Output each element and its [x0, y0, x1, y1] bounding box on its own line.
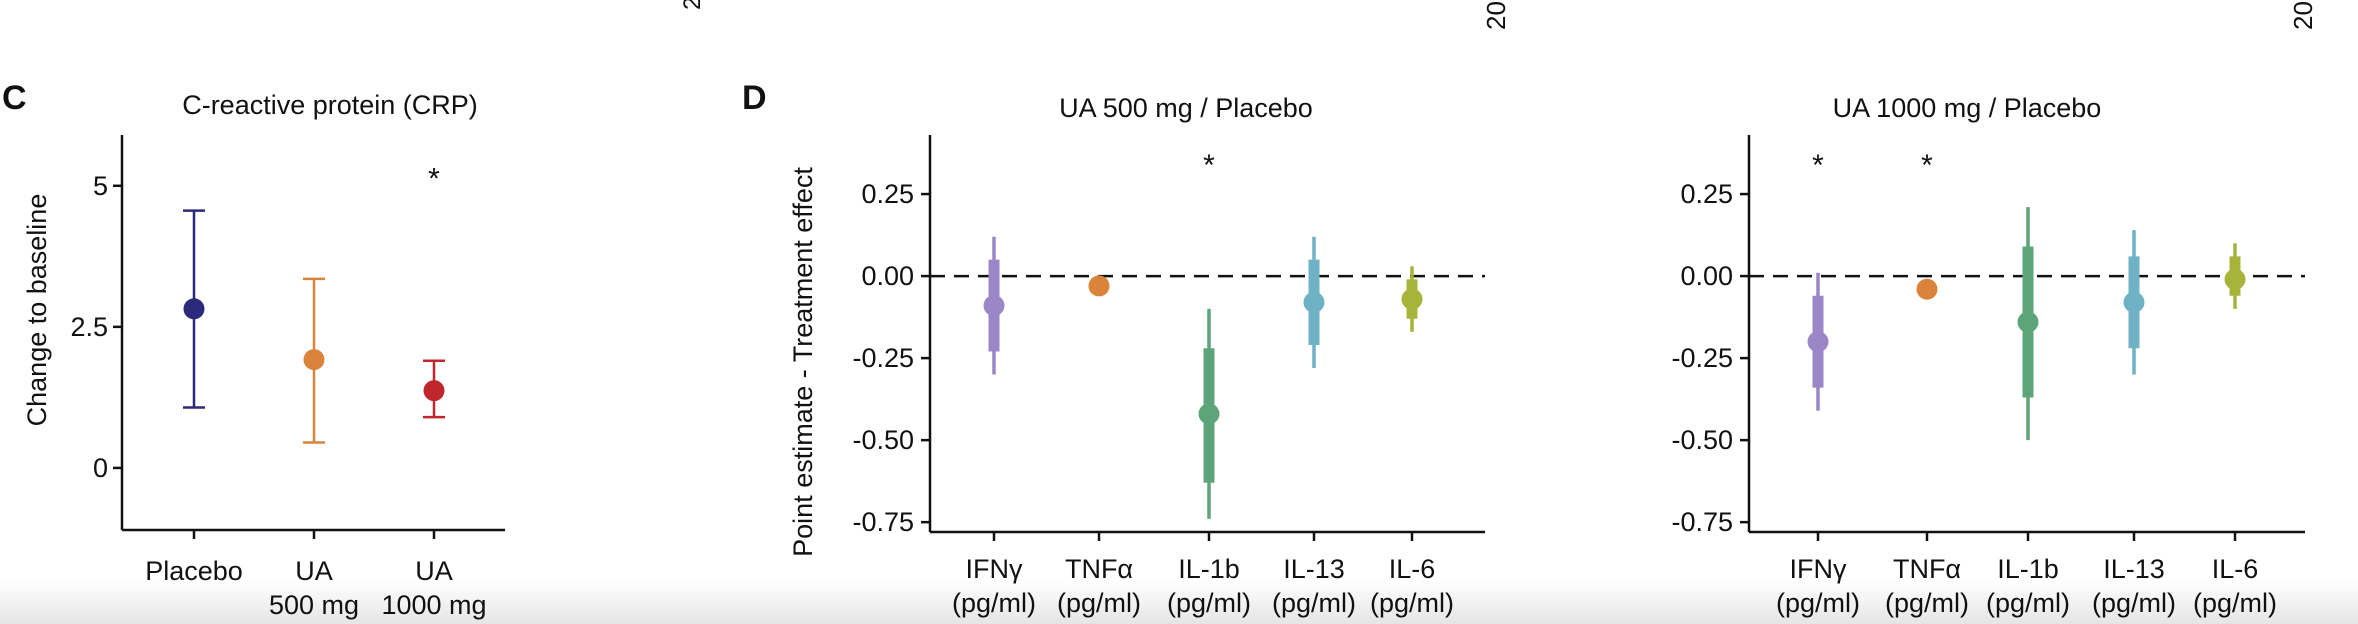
top-fragment-2: 20: [1481, 1, 1511, 30]
point-estimate: [1088, 275, 1110, 297]
panel-letter-d: D: [742, 79, 767, 117]
point-estimate: [2017, 311, 2039, 333]
x-tick-label: (pg/ml): [1776, 588, 1860, 618]
x-tick-label: (pg/ml): [1986, 588, 2070, 618]
x-tick-label: (pg/ml): [2092, 588, 2176, 618]
y-tick-label: 0.25: [1680, 179, 1733, 209]
mean-point: [183, 298, 205, 320]
x-tick-label: IL-1b: [1178, 554, 1240, 584]
x-tick-label: UA: [415, 556, 453, 586]
x-tick-label: Placebo: [145, 556, 243, 586]
y-tick-label: -0.75: [1671, 507, 1733, 537]
y-axis-label: Change to baseline: [22, 194, 52, 427]
y-tick-label: 0.25: [861, 179, 914, 209]
point-estimate: [2224, 268, 2246, 290]
panel-d-ua1000-forest-plot: UA 1000 mg / Placebo 0.25 0.00 -0.25 -0.50 -…: [1671, 93, 2305, 618]
mean-point: [423, 380, 445, 402]
x-tick-label: IFNγ: [1790, 554, 1847, 584]
x-tick-label: IL-1b: [1997, 554, 2059, 584]
y-tick-label: 2.5: [70, 312, 108, 342]
point-estimate: [1916, 278, 1938, 300]
x-tick-label: IFNγ: [966, 554, 1023, 584]
y-tick-label: 5: [93, 171, 108, 201]
significance-marker: *: [1812, 149, 1824, 182]
chart-title: UA 1000 mg / Placebo: [1833, 93, 2102, 123]
chart-title: UA 500 mg / Placebo: [1059, 93, 1313, 123]
panel-letter-c: C: [2, 79, 27, 117]
point-estimate: [1198, 403, 1220, 425]
point-estimate: [1401, 288, 1423, 310]
x-tick-label: 1000 mg: [381, 590, 486, 620]
significance-marker: *: [1203, 149, 1215, 182]
x-tick-label: 500 mg: [269, 590, 359, 620]
x-tick-label: UA: [295, 556, 333, 586]
y-tick-label: 0.00: [861, 261, 914, 291]
y-tick-label: -0.75: [852, 507, 914, 537]
x-tick-label: (pg/ml): [952, 588, 1036, 618]
y-tick-label: -0.25: [1671, 343, 1733, 373]
significance-marker: *: [428, 163, 440, 196]
y-axis-label: Point estimate - Treatment effect: [788, 167, 818, 557]
panel-d-ua500-forest-plot: D UA 500 mg / Placebo Point estimate - T…: [742, 79, 1485, 618]
x-tick-label: (pg/ml): [1370, 588, 1454, 618]
point-estimate: [1807, 331, 1829, 353]
x-tick-label: (pg/ml): [1885, 588, 1969, 618]
x-tick-label: IL-13: [2103, 554, 2165, 584]
y-tick-label: 0.00: [1680, 261, 1733, 291]
top-cropped-fragments: 2 20 20: [679, 0, 2318, 30]
x-tick-label: TNFα: [1893, 554, 1961, 584]
point-estimate: [2123, 291, 2145, 313]
x-tick-label: (pg/ml): [1057, 588, 1141, 618]
x-tick-label: TNFα: [1065, 554, 1133, 584]
x-tick-label: (pg/ml): [1167, 588, 1251, 618]
top-fragment-1: 2: [679, 0, 706, 10]
y-tick-label: -0.25: [852, 343, 914, 373]
mean-point: [303, 349, 325, 371]
x-tick-label: (pg/ml): [1272, 588, 1356, 618]
y-tick-label: 0: [93, 453, 108, 483]
chart-title: C-reactive protein (CRP): [182, 90, 478, 120]
y-tick-label: -0.50: [852, 425, 914, 455]
significance-marker: *: [1921, 149, 1933, 182]
x-tick-label: (pg/ml): [2193, 588, 2277, 618]
x-tick-label: IL-13: [1283, 554, 1345, 584]
point-estimate: [1303, 291, 1325, 313]
x-tick-label: IL-6: [1389, 554, 1436, 584]
y-tick-label: -0.50: [1671, 425, 1733, 455]
x-tick-label: IL-6: [2212, 554, 2259, 584]
top-fragment-3: 20: [2288, 1, 2318, 30]
point-estimate: [983, 295, 1005, 317]
panel-c-crp-chart: C C-reactive protein (CRP) Change to bas…: [2, 79, 505, 620]
